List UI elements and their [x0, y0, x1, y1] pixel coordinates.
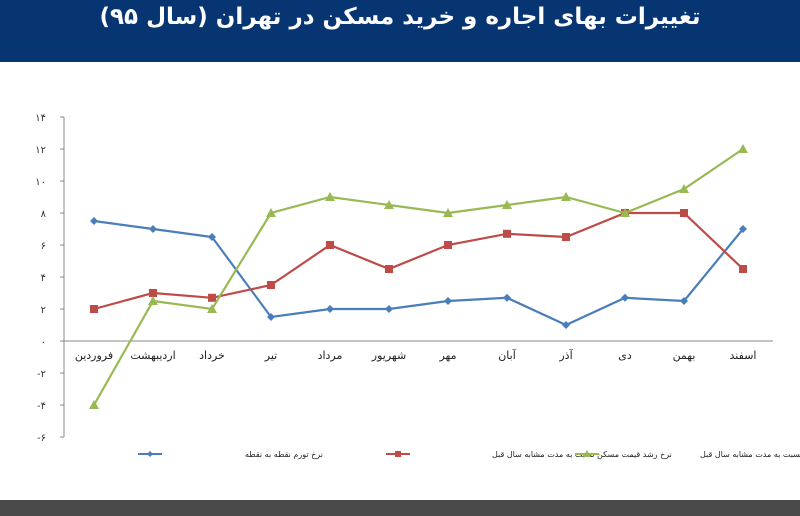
data-point — [208, 233, 216, 241]
line-chart: ۱۴ ۱۲ ۱۰ ۸ ۶ ۴ ۲ ۰ -۲ -۴ -۶ فروردین اردیبهشت خرداد تیر… — [35, 113, 800, 459]
x-tick-label: اردیبهشت — [130, 349, 175, 362]
data-point — [443, 208, 453, 217]
data-point — [621, 293, 629, 302]
x-tick-label: خرداد — [199, 349, 225, 362]
data-point — [680, 297, 688, 305]
data-point — [562, 321, 570, 329]
series-line — [93, 219, 744, 327]
data-point — [207, 304, 217, 313]
x-tick-label: تیر — [264, 349, 277, 362]
footer-bar — [0, 500, 800, 516]
data-point — [149, 225, 157, 233]
y-tick-label: ۲ — [41, 305, 46, 316]
data-point — [739, 225, 747, 233]
data-point — [503, 229, 511, 238]
legend-marker — [583, 450, 591, 457]
data-point — [561, 192, 571, 201]
data-point — [502, 200, 512, 209]
y-tick-label: ۴ — [41, 273, 46, 284]
data-point — [89, 400, 99, 409]
data-point — [385, 305, 393, 313]
data-point — [90, 305, 98, 313]
data-point — [149, 289, 157, 297]
x-tick-label: اسفند — [730, 349, 757, 362]
chart-title: تغییرات بهای اجاره و خرید مسکن در تهران … — [99, 4, 701, 30]
data-point — [444, 297, 452, 305]
data-point — [266, 208, 276, 217]
data-point — [326, 305, 334, 313]
data-point — [385, 265, 393, 273]
y-tick-label: ۰ — [41, 337, 46, 348]
data-point — [620, 208, 630, 217]
x-tick-label: آبان — [498, 348, 516, 362]
data-point — [148, 296, 158, 305]
data-point — [90, 217, 98, 225]
legend-marker — [395, 451, 401, 457]
y-tick-label: -۶ — [37, 433, 46, 444]
header-bar — [0, 0, 800, 62]
y-tick-label: -۴ — [37, 401, 46, 412]
x-tick-label: بهمن — [673, 349, 696, 362]
y-tick-label: ۱۲ — [35, 145, 46, 156]
data-point — [267, 281, 275, 289]
y-tick-label: ۶ — [41, 241, 46, 252]
data-point — [738, 144, 748, 153]
data-point — [326, 241, 334, 249]
legend-marker — [147, 451, 153, 457]
legend-label: نرخ تورم نقطه به نقطه — [245, 450, 323, 459]
data-point — [503, 293, 511, 302]
data-point — [680, 209, 688, 217]
y-tick-label: ۱۰ — [35, 177, 46, 188]
y-tick-label: ۸ — [41, 209, 47, 220]
x-tick-label: شهریور — [371, 349, 406, 362]
data-point — [562, 233, 570, 241]
data-point — [679, 184, 689, 193]
y-tick-label: -۲ — [37, 369, 46, 380]
x-tick-label: دی — [618, 349, 632, 362]
x-tick-label: مهر — [438, 349, 456, 362]
data-point — [208, 293, 216, 302]
series-line — [93, 148, 744, 406]
y-tick-label: ۱۴ — [35, 113, 46, 124]
x-tick-label: فروردین — [75, 349, 113, 362]
series-line — [93, 211, 744, 311]
data-point — [444, 241, 452, 249]
x-tick-label: آذر — [558, 348, 573, 362]
data-point — [267, 313, 275, 321]
data-point — [739, 265, 747, 273]
x-tick-label: مرداد — [318, 349, 343, 362]
data-point — [384, 200, 394, 209]
data-point — [325, 192, 335, 201]
legend-label: نرخ رشد اجاره‌بها نسبت به مدت مشابه سال … — [700, 450, 800, 459]
